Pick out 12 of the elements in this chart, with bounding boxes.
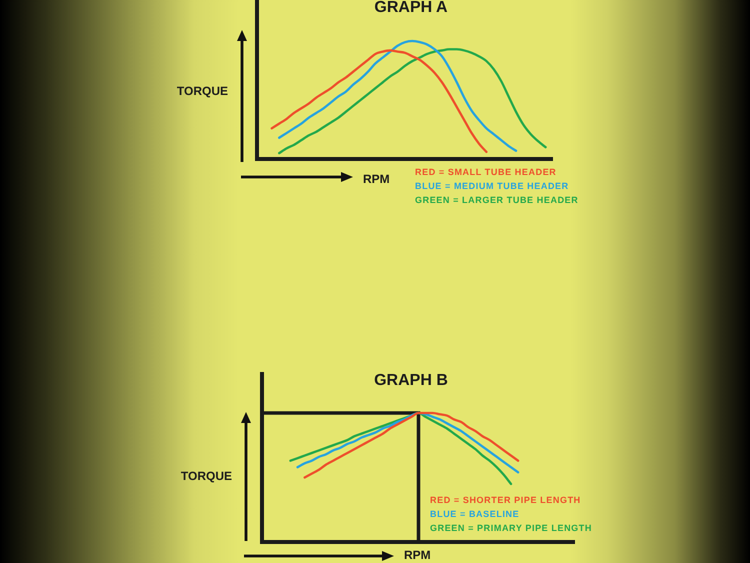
text: GREEN = LARGER TUBE HEADER xyxy=(415,194,578,207)
x-axis-title: RPM xyxy=(363,172,390,186)
text: BLUE = BASELINE xyxy=(430,508,520,521)
text: GREEN = PRIMARY PIPE LENGTH xyxy=(430,522,592,535)
text: RED = SMALL TUBE HEADER xyxy=(415,166,558,179)
y-axis-title: TORQUE xyxy=(176,84,228,98)
x-axis-title: RPM xyxy=(404,548,431,562)
text: BLUE = MEDIUM TUBE HEADER xyxy=(415,180,570,193)
chart-title: GRAPH B xyxy=(374,372,448,389)
text: RED = SHORTER PIPE LENGTH xyxy=(430,494,582,507)
chart-title: GRAPH A xyxy=(374,0,448,16)
y-axis-title: TORQUE xyxy=(180,469,232,483)
